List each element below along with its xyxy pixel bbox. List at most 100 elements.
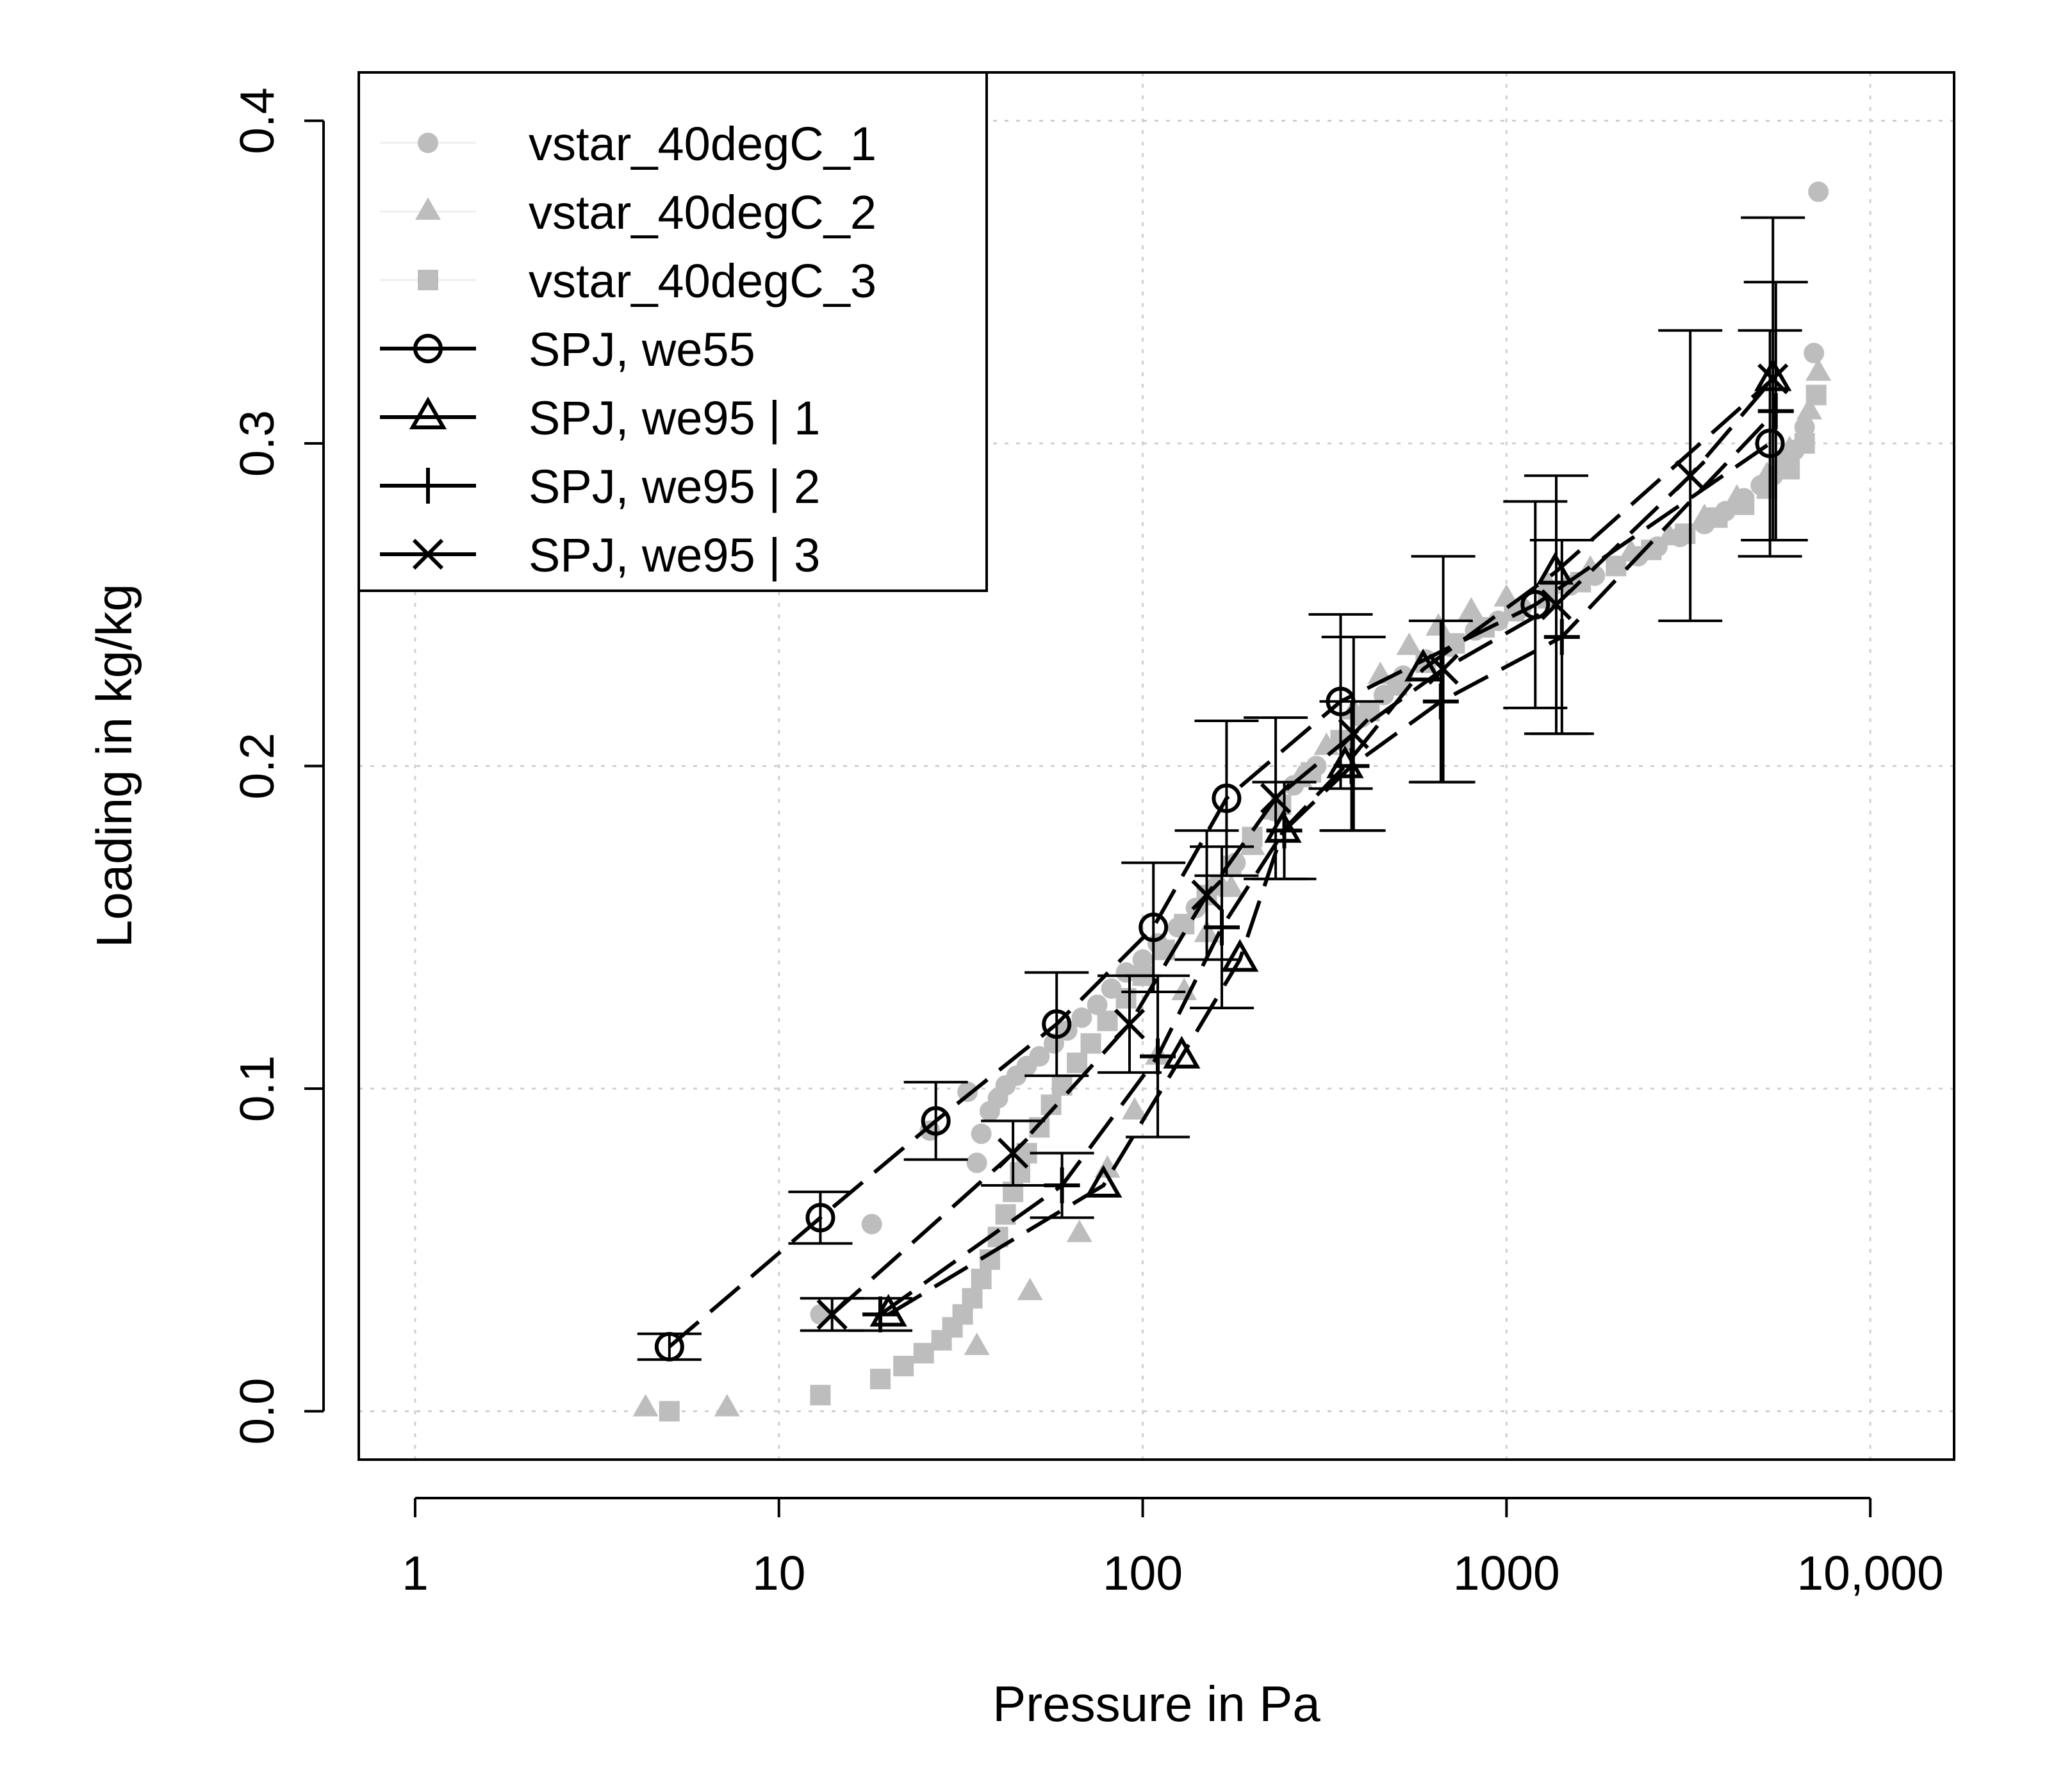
- data-point: [1301, 762, 1322, 783]
- x-axis-title: Pressure in Pa: [992, 1676, 1320, 1732]
- data-point: [1139, 912, 1169, 943]
- legend-item: SPJ, we95 | 2: [380, 460, 820, 513]
- legend-label: SPJ, we55: [529, 323, 755, 376]
- legend-label: vstar_40degC_3: [529, 254, 876, 308]
- data-point: [964, 1332, 990, 1355]
- data-point: [1017, 1278, 1043, 1301]
- data-point: [1805, 358, 1832, 381]
- series-line-spj-we95-3: [830, 377, 1775, 1316]
- data-point: [1080, 1033, 1101, 1054]
- legend-item: SPJ, we95 | 3: [380, 529, 820, 582]
- data-point: [1174, 914, 1195, 935]
- error-bar: [1121, 861, 1186, 993]
- data-point: [862, 1296, 899, 1333]
- data-point: [861, 1214, 882, 1235]
- x-tick-label: 100: [1103, 1546, 1183, 1600]
- data-point: [1338, 718, 1369, 750]
- data-point: [1797, 397, 1823, 420]
- data-point: [1675, 460, 1706, 491]
- data-point: [1757, 393, 1794, 429]
- axes-layer: 1 10 100 1000 10,000 0.0 0.1 0.2 0.3 0.4: [230, 87, 1944, 1600]
- y-tick-label: 0.1: [230, 1055, 284, 1122]
- data-point: [659, 1401, 680, 1422]
- data-point: [1427, 654, 1459, 685]
- data-point: [1218, 874, 1244, 897]
- data-point: [1794, 416, 1815, 438]
- legend-item: SPJ, we95 | 1: [380, 391, 820, 445]
- legend-label: SPJ, we95 | 3: [529, 529, 820, 582]
- legend-label: vstar_40degC_2: [529, 186, 876, 239]
- legend-item: vstar_40degC_3: [380, 254, 876, 308]
- data-point: [1543, 619, 1580, 655]
- data-point: [1396, 632, 1422, 655]
- data-point: [654, 1331, 684, 1362]
- data-point: [1458, 597, 1484, 620]
- x-tick-label: 10,000: [1797, 1546, 1943, 1600]
- data-point: [1779, 459, 1800, 480]
- series-line-spj-we55: [668, 441, 1772, 1349]
- data-point: [921, 1106, 951, 1136]
- data-point: [1140, 1038, 1176, 1075]
- data-point: [1163, 1035, 1201, 1069]
- legend-label: vstar_40degC_1: [529, 117, 876, 170]
- data-point: [957, 1082, 978, 1103]
- data-point: [1808, 181, 1829, 202]
- y-tick-label: 0.3: [230, 410, 284, 477]
- data-point: [1755, 429, 1785, 459]
- data-point: [1707, 507, 1728, 528]
- data-point: [1115, 962, 1137, 983]
- y-tick-label: 0.2: [230, 732, 284, 799]
- data-point: [1221, 939, 1259, 972]
- data-point: [1804, 343, 1825, 364]
- data-point: [805, 1203, 835, 1233]
- data-point: [997, 1137, 1029, 1169]
- legend-marker: [418, 270, 438, 290]
- legend-marker: [413, 334, 443, 363]
- x-tick-label: 1: [402, 1546, 429, 1600]
- legend-label: SPJ, we95 | 1: [529, 391, 820, 445]
- legend: vstar_40degC_1 vstar_40degC_2 vstar_40degC…: [358, 71, 988, 592]
- data-point: [1121, 1097, 1147, 1120]
- legend-marker: [412, 538, 444, 570]
- legend-item: SPJ, we55: [380, 323, 755, 376]
- error-bar: [1194, 720, 1259, 877]
- data-point: [870, 1369, 891, 1390]
- data-point: [1097, 1010, 1118, 1032]
- data-point: [1191, 879, 1222, 911]
- error-bar: [903, 1080, 968, 1161]
- data-point: [1757, 363, 1789, 395]
- data-point: [1042, 1009, 1072, 1039]
- legend-label: SPJ, we95 | 2: [529, 460, 820, 513]
- data-point: [1212, 783, 1242, 813]
- data-point: [1404, 648, 1442, 682]
- data-point: [971, 1123, 992, 1144]
- data-point: [1422, 683, 1459, 720]
- data-point: [966, 1152, 987, 1173]
- data-point: [816, 1299, 848, 1330]
- legend-marker: [409, 396, 447, 429]
- data-point: [913, 1342, 934, 1364]
- data-point: [893, 1355, 914, 1376]
- data-point: [1087, 994, 1108, 1016]
- data-point: [1333, 748, 1370, 784]
- data-point: [1266, 812, 1303, 849]
- x-tick-label: 1000: [1453, 1546, 1560, 1600]
- series-spj-we95-3: [800, 216, 1805, 1332]
- legend-marker: [410, 468, 446, 504]
- legend-marker: [415, 197, 441, 220]
- series-spj-we55: [637, 329, 1802, 1362]
- legend-item: vstar_40degC_2: [380, 186, 876, 239]
- data-point: [1606, 556, 1627, 577]
- data-point: [1675, 523, 1696, 544]
- error-bar: [637, 1332, 702, 1361]
- error-bar: [1024, 971, 1089, 1077]
- data-point: [1066, 1219, 1092, 1242]
- error-bar: [788, 1191, 853, 1245]
- data-point: [1805, 384, 1827, 406]
- data-point: [962, 1288, 983, 1309]
- data-layer: [632, 181, 1832, 1422]
- data-point: [1204, 909, 1240, 946]
- series-spj-we95-2: [848, 281, 1808, 1333]
- y-axis-title: Loading in kg/kg: [86, 584, 142, 948]
